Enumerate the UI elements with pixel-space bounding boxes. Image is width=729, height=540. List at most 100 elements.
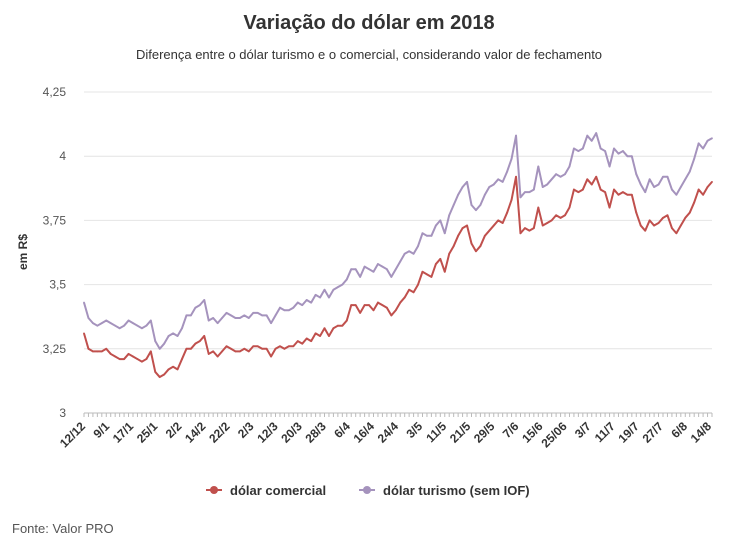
- data-point: [688, 170, 691, 173]
- data-point: [452, 204, 455, 206]
- data-point: [657, 222, 660, 224]
- x-tick-label: 11/5: [423, 419, 449, 445]
- data-point: [189, 347, 192, 350]
- x-axis: 12/12 9/117/125/1 2/214/222/2 2/312/320/328…: [57, 412, 714, 450]
- data-point: [412, 291, 415, 294]
- data-point: [510, 157, 513, 160]
- data-point: [648, 178, 651, 181]
- data-point: [221, 350, 223, 353]
- x-tick-label: 24/4: [375, 419, 402, 446]
- data-point: [141, 360, 143, 363]
- data-point: [216, 322, 219, 325]
- data-point: [510, 198, 513, 201]
- data-point: [323, 288, 326, 291]
- data-point: [581, 188, 584, 191]
- data-point: [568, 206, 571, 209]
- x-tick-label: 17/1: [110, 419, 137, 446]
- data-point: [377, 301, 379, 304]
- data-point: [537, 165, 540, 168]
- data-point: [381, 265, 384, 268]
- data-point: [586, 134, 589, 137]
- data-point: [132, 322, 134, 325]
- x-tick-label: 12/12: [57, 419, 88, 450]
- data-point: [305, 337, 308, 340]
- legend-swatch-marker: [363, 486, 371, 494]
- x-tick-label: 7/6: [500, 419, 522, 441]
- data-point: [479, 204, 482, 206]
- data-point: [225, 311, 228, 314]
- data-point: [270, 322, 272, 325]
- data-point: [332, 288, 335, 291]
- data-point: [461, 227, 464, 230]
- data-point: [613, 147, 615, 150]
- data-point: [501, 222, 504, 224]
- data-point: [319, 335, 321, 337]
- x-tick-label: 19/7: [615, 419, 642, 446]
- data-point: [457, 234, 460, 237]
- data-point: [96, 350, 99, 353]
- data-point: [319, 296, 321, 299]
- data-point: [452, 245, 455, 247]
- data-point: [475, 250, 477, 253]
- data-point: [172, 365, 174, 368]
- data-point: [256, 345, 259, 348]
- data-point: [176, 335, 179, 337]
- legend-item-turismo[interactable]: dólar turismo (sem IOF): [359, 483, 530, 498]
- y-tick-label: 4: [59, 149, 66, 163]
- data-point: [470, 204, 473, 206]
- data-point: [394, 268, 397, 271]
- data-point: [684, 178, 687, 181]
- data-point: [141, 327, 143, 330]
- data-point: [212, 317, 215, 319]
- data-point: [105, 319, 108, 322]
- data-point: [283, 347, 286, 350]
- data-point: [412, 252, 415, 255]
- grid-lines: [84, 91, 712, 414]
- data-point: [475, 209, 477, 212]
- data-point: [421, 270, 424, 273]
- legend-item-comercial[interactable]: dólar comercial: [206, 483, 326, 498]
- data-point: [301, 342, 304, 345]
- legend-label: dólar comercial: [230, 483, 326, 498]
- series-turismo: [83, 132, 713, 350]
- y-tick-label: 3: [59, 406, 66, 420]
- data-point: [417, 245, 419, 247]
- data-point: [350, 304, 353, 307]
- data-point: [515, 175, 517, 178]
- data-point: [581, 147, 584, 150]
- data-point: [461, 186, 464, 188]
- data-point: [639, 183, 642, 186]
- data-point: [390, 275, 393, 278]
- x-tick-label: 2/2: [163, 419, 185, 441]
- x-tick-label: 22/2: [206, 419, 233, 446]
- data-point: [243, 347, 246, 350]
- data-point: [221, 317, 223, 319]
- data-point: [479, 245, 482, 247]
- data-point: [483, 234, 486, 237]
- data-point: [363, 304, 366, 307]
- data-point: [559, 175, 562, 178]
- data-point: [354, 268, 357, 271]
- data-point: [434, 263, 437, 265]
- data-point: [274, 347, 277, 350]
- data-point: [292, 345, 295, 348]
- data-point: [279, 306, 281, 309]
- data-point: [706, 139, 709, 142]
- data-point: [644, 229, 647, 232]
- data-point: [679, 186, 682, 188]
- data-point: [287, 309, 290, 312]
- data-point: [247, 317, 250, 319]
- data-point: [328, 335, 330, 337]
- data-point: [372, 309, 375, 312]
- x-tick-label: 14/2: [182, 419, 209, 446]
- data-point: [448, 214, 451, 217]
- data-point: [163, 373, 166, 376]
- data-point: [359, 311, 362, 314]
- data-point: [145, 358, 148, 360]
- data-point: [105, 347, 108, 350]
- data-point: [688, 211, 691, 214]
- data-point: [109, 353, 112, 355]
- data-point: [706, 186, 709, 188]
- data-point: [167, 335, 170, 337]
- data-point: [136, 358, 139, 360]
